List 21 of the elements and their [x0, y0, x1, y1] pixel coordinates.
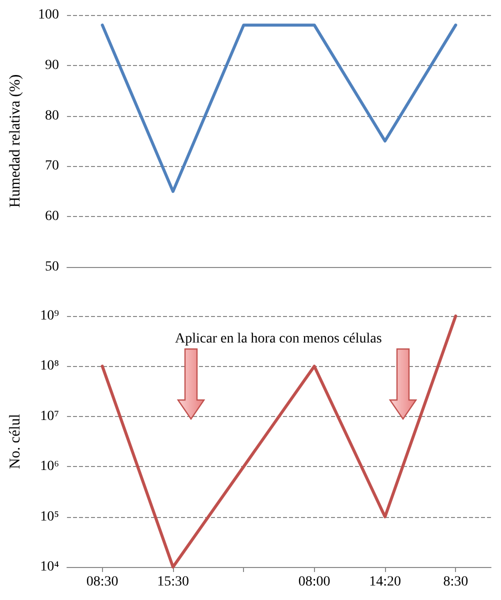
x-tick-label: 15:30 — [157, 574, 189, 590]
y-tick-label: 10⁹ — [40, 308, 60, 324]
y-tick-label: 60 — [45, 209, 59, 224]
y-tick-label: 10⁶ — [40, 459, 60, 474]
y-tick-label: 10⁸ — [40, 358, 60, 374]
x-tick-label: 08:00 — [298, 574, 330, 590]
y-tick-label: 90 — [45, 58, 59, 73]
y-axis-title: No. célul — [8, 414, 24, 469]
y-axis-title: Humedad relativa (%) — [8, 74, 24, 208]
line-series — [100, 314, 458, 568]
y-tick-label: 50 — [45, 260, 59, 274]
y-tick-label: 100 — [38, 8, 59, 22]
y-tick-label: 80 — [45, 108, 59, 124]
y-tick-label: 10⁴ — [40, 560, 60, 574]
y-tick-label: 10⁵ — [40, 509, 60, 524]
x-tick-label: 14:20 — [369, 574, 401, 590]
y-tick-label: 10⁷ — [40, 408, 60, 424]
x-tick-label: 08:30 — [86, 574, 118, 590]
y-tick-label: 70 — [45, 158, 59, 174]
annotation: Aplicar en la hora con menos células — [175, 332, 382, 346]
x-tick-label: 8:30 — [443, 574, 468, 590]
